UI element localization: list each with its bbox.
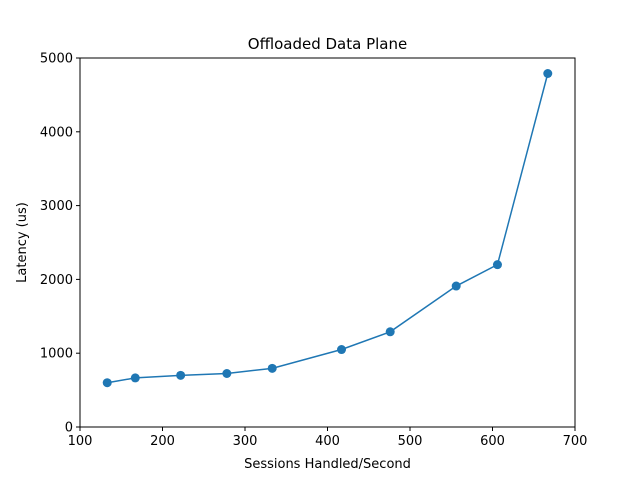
series-line bbox=[107, 73, 549, 384]
y-tick-label: 0 bbox=[65, 421, 73, 436]
plot-frame bbox=[79, 57, 576, 428]
data-point bbox=[543, 68, 553, 78]
data-point bbox=[176, 370, 186, 380]
x-tick-label: 700 bbox=[563, 434, 588, 449]
y-tick-label: 3000 bbox=[40, 199, 73, 214]
x-axis-ticks: 100 200 300 400 500 600 700 bbox=[68, 427, 588, 449]
y-tick-label: 2000 bbox=[40, 273, 73, 288]
x-tick-label: 100 bbox=[68, 434, 93, 449]
x-tick-label: 300 bbox=[233, 434, 258, 449]
chart-title: Offloaded Data Plane bbox=[248, 35, 407, 53]
y-tick-label: 4000 bbox=[40, 125, 73, 140]
x-tick-label: 600 bbox=[480, 434, 505, 449]
data-point bbox=[451, 281, 461, 291]
x-tick-label: 400 bbox=[315, 434, 340, 449]
x-axis-label: Sessions Handled/Second bbox=[244, 457, 411, 472]
x-tick-label: 200 bbox=[150, 434, 175, 449]
data-point bbox=[267, 363, 277, 373]
data-point bbox=[222, 368, 232, 378]
y-axis-label: Latency (us) bbox=[15, 202, 30, 283]
data-point bbox=[492, 260, 502, 270]
data-point bbox=[337, 345, 347, 355]
data-point bbox=[130, 373, 140, 383]
data-point bbox=[385, 327, 395, 337]
y-tick-label: 5000 bbox=[40, 52, 73, 67]
data-point bbox=[102, 378, 112, 388]
y-tick-label: 1000 bbox=[40, 347, 73, 362]
series-markers bbox=[102, 68, 553, 388]
y-axis-ticks: 0 1000 2000 3000 4000 5000 bbox=[40, 52, 80, 436]
x-tick-label: 500 bbox=[398, 434, 423, 449]
